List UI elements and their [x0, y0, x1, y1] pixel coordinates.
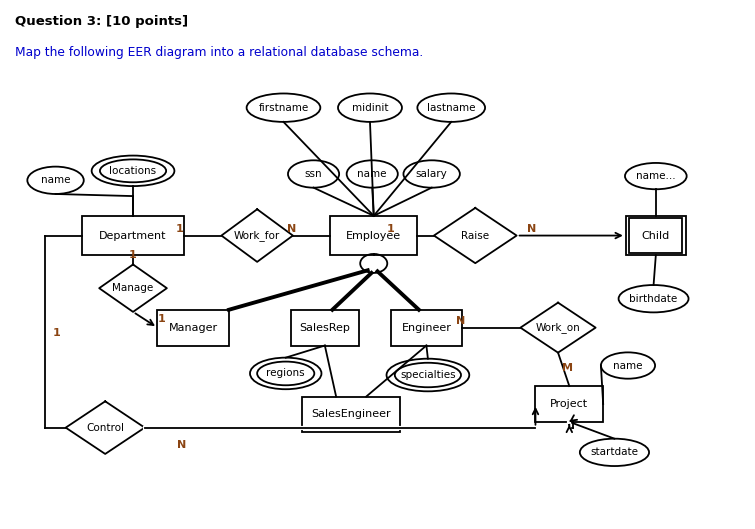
- Bar: [82, 216, 183, 256]
- Text: Raise: Raise: [461, 231, 489, 241]
- Text: M: M: [562, 363, 572, 373]
- Text: lastname: lastname: [427, 103, 476, 113]
- Text: name...: name...: [636, 171, 676, 181]
- Text: ssn: ssn: [305, 169, 322, 179]
- Bar: [291, 310, 359, 345]
- Text: name: name: [41, 175, 70, 185]
- Bar: [535, 386, 603, 422]
- Text: 1: 1: [387, 224, 395, 234]
- Text: Manage: Manage: [112, 283, 154, 293]
- Text: Project: Project: [550, 399, 588, 409]
- Text: 1: 1: [176, 224, 183, 234]
- Text: Manager: Manager: [168, 323, 217, 333]
- Bar: [390, 310, 462, 345]
- Text: Work_on: Work_on: [535, 322, 581, 333]
- Text: SalesEngineer: SalesEngineer: [311, 409, 391, 419]
- Bar: [630, 218, 683, 253]
- Bar: [158, 310, 229, 345]
- Text: midinit: midinit: [352, 103, 388, 113]
- Text: birthdate: birthdate: [630, 294, 678, 304]
- Text: locations: locations: [109, 166, 156, 176]
- Text: 1: 1: [129, 250, 137, 260]
- Text: firstname: firstname: [258, 103, 309, 113]
- Text: SalesRep: SalesRep: [300, 323, 350, 333]
- Text: name: name: [357, 169, 387, 179]
- Text: name: name: [613, 361, 643, 370]
- Text: Department: Department: [99, 231, 167, 241]
- Text: regions: regions: [267, 368, 305, 378]
- Text: N: N: [287, 224, 297, 234]
- Text: Control: Control: [86, 423, 124, 433]
- Text: Question 3: [10 points]: Question 3: [10 points]: [15, 14, 188, 28]
- Bar: [302, 397, 400, 432]
- Text: salary: salary: [416, 169, 448, 179]
- Text: 1: 1: [158, 314, 165, 324]
- Text: N: N: [177, 440, 186, 450]
- Text: Engineer: Engineer: [402, 323, 451, 333]
- Text: Map the following EER diagram into a relational database schema.: Map the following EER diagram into a rel…: [15, 46, 424, 59]
- Text: N: N: [527, 224, 536, 234]
- Text: startdate: startdate: [590, 448, 639, 458]
- Text: specialties: specialties: [400, 370, 456, 380]
- Text: Child: Child: [642, 231, 670, 241]
- Bar: [626, 216, 686, 256]
- Text: Employee: Employee: [347, 231, 402, 241]
- Text: 1: 1: [52, 328, 60, 338]
- Text: N: N: [455, 316, 465, 326]
- Bar: [331, 216, 417, 256]
- Text: Work_for: Work_for: [234, 230, 280, 241]
